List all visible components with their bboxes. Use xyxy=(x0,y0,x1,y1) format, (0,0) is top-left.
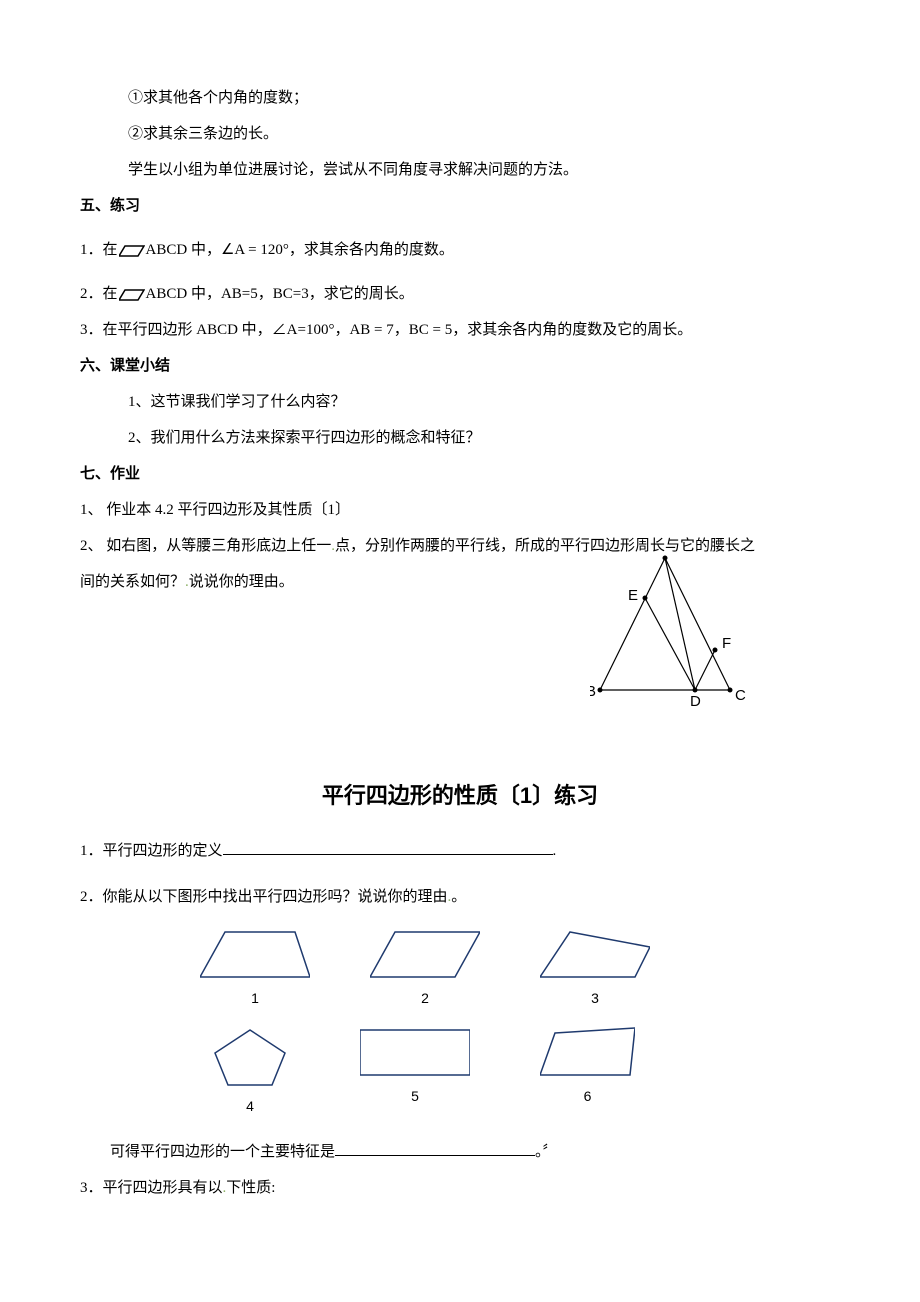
shape-1: 1 xyxy=(200,927,310,1016)
item-2: ②求其余三条边的长。 xyxy=(80,116,840,152)
shape-2: 2 xyxy=(370,927,480,1016)
shape-row-2: 4 5 6 xyxy=(200,1025,840,1124)
parallelogram-icon xyxy=(119,244,145,258)
sec7-q2-line1: 2、 如右图，从等腰三角形底边上任一.点，分别作两腰的平行线，所成的平行四边形周… xyxy=(80,528,840,564)
quad-shape-icon xyxy=(540,932,650,977)
sec6-q2: 2、我们用什么方法来探索平行四边形的概念和特征？ xyxy=(80,420,840,456)
item-1: ①求其他各个内角的度数； xyxy=(80,80,840,116)
label-f: F xyxy=(722,635,731,652)
shape-label-4: 4 xyxy=(210,1090,290,1124)
sec7-q2-b: 点，分别作两腰的平行线，所成的平行四边形周长与它的腰长之 xyxy=(335,538,755,554)
label-a: A xyxy=(662,550,672,553)
practice-q3-a: 3．平行四边形具有以 xyxy=(80,1180,223,1196)
sec5-q2-a: 2．在 xyxy=(80,286,118,302)
section-6-heading: 六、课堂小结 xyxy=(80,348,840,384)
shape-label-2: 2 xyxy=(370,982,480,1016)
sec7-q2-d: 说说你的理由。 xyxy=(189,574,294,590)
shape-row-1: 1 2 3 xyxy=(200,927,840,1016)
practice-q1-b: . xyxy=(553,843,557,859)
pentagon-icon xyxy=(215,1030,285,1085)
shape-6: 6 xyxy=(540,1025,635,1124)
blank-line xyxy=(223,839,553,855)
section-7-heading: 七、作业 xyxy=(80,456,840,492)
shape-label-5: 5 xyxy=(360,1080,470,1114)
shape-5: 5 xyxy=(360,1025,470,1124)
shape-label-3: 3 xyxy=(540,982,650,1016)
parallelogram-shape-icon xyxy=(370,932,480,977)
label-c: C xyxy=(735,687,746,704)
blank-line-2 xyxy=(335,1140,535,1156)
practice-q2-a: 2．你能从以下图形中找出平行四边形吗？说说你的理由 xyxy=(80,889,448,905)
section-5-heading: 五、练习 xyxy=(80,188,840,224)
label-d: D xyxy=(690,693,701,710)
practice-q2-d: 。〞 xyxy=(535,1144,558,1160)
shape-label-1: 1 xyxy=(200,982,310,1016)
rectangle-icon xyxy=(360,1030,470,1075)
sec7-q2-c: 间的关系如何？ xyxy=(80,574,185,590)
sec7-q2-a: 2、 如右图，从等腰三角形底边上任一 xyxy=(80,538,331,554)
practice-q2-b: 。 xyxy=(451,889,466,905)
sec5-q2-b: ABCD 中，AB=5，BC=3，求它的周长。 xyxy=(146,286,414,302)
trapezoid-icon xyxy=(200,932,310,977)
shape-3: 3 xyxy=(540,927,650,1016)
practice-q1-a: 1．平行四边形的定义 xyxy=(80,843,223,859)
sec7-q2-line2: 间的关系如何？.说说你的理由。 xyxy=(80,564,840,600)
sec5-q1: 1．在 ABCD 中，∠A = 120°，求其余各内角的度数。 xyxy=(80,232,840,268)
sec5-q1-b: ABCD 中， xyxy=(146,242,221,258)
sec6-q1: 1、这节课我们学习了什么内容？ xyxy=(80,384,840,420)
shape-4: 4 xyxy=(210,1025,290,1124)
shapes-figure: 1 2 3 4 5 6 xyxy=(200,927,840,1124)
sec5-q1-c: ∠A = 120°，求其余各内角的度数。 xyxy=(221,242,454,258)
practice-q2-conclusion: 可得平行四边形的一个主要特征是 。〞 xyxy=(80,1134,840,1170)
practice-q3: 3．平行四边形具有以.下性质: xyxy=(80,1170,840,1206)
sec7-q1: 1、 作业本 4.2 平行四边形及其性质〔1〕 xyxy=(80,492,840,528)
shape-label-6: 6 xyxy=(540,1080,635,1114)
parallelogram-icon xyxy=(119,288,145,302)
quad2-icon xyxy=(540,1028,635,1075)
practice-q2: 2．你能从以下图形中找出平行四边形吗？说说你的理由.。 xyxy=(80,879,840,915)
practice-q3-b: 下性质: xyxy=(226,1180,275,1196)
sec5-q2: 2．在 ABCD 中，AB=5，BC=3，求它的周长。 xyxy=(80,276,840,312)
practice-q1: 1．平行四边形的定义. xyxy=(80,833,840,869)
item-3: 学生以小组为单位进展讨论，尝试从不同角度寻求解决问题的方法。 xyxy=(80,152,840,188)
label-b: B xyxy=(590,683,596,700)
sec7-q2-row: 2、 如右图，从等腰三角形底边上任一.点，分别作两腰的平行线，所成的平行四边形周… xyxy=(80,528,840,600)
sec5-q3: 3．在平行四边形 ABCD 中，∠A=100°，AB = 7，BC = 5，求其… xyxy=(80,312,840,348)
sec5-q1-a: 1．在 xyxy=(80,242,118,258)
practice-q2-c: 可得平行四边形的一个主要特征是 xyxy=(110,1144,335,1160)
label-e: E xyxy=(628,587,638,604)
practice-title: 平行四边形的性质〔1〕练习 xyxy=(80,770,840,823)
